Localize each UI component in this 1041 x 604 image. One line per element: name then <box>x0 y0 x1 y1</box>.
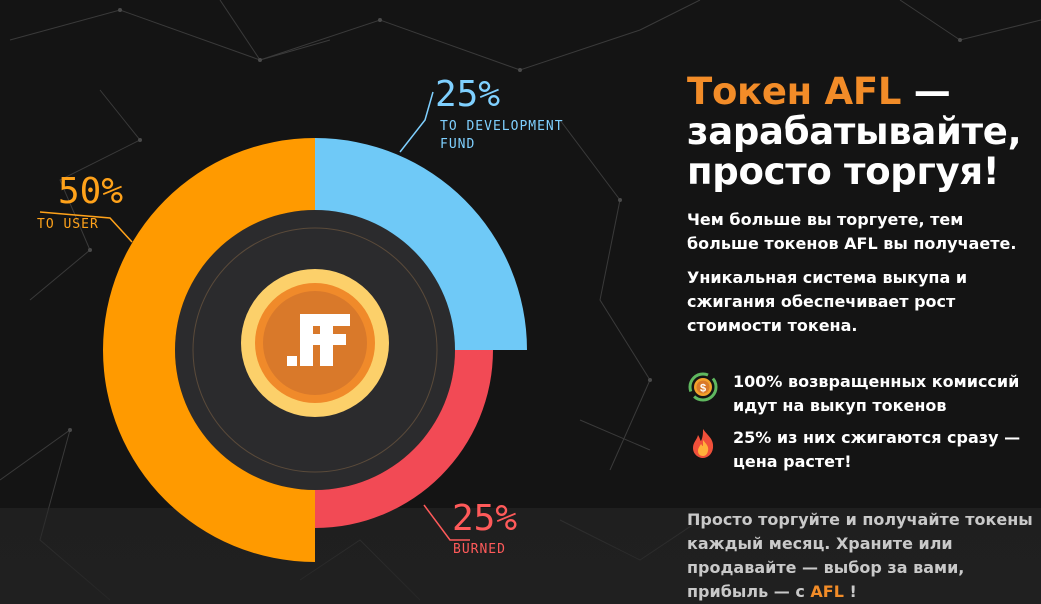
footer-accent: AFL <box>810 582 844 601</box>
user-percent: 50% <box>58 171 123 212</box>
footer-main: Просто торгуйте и получайте токены кажды… <box>687 510 1033 601</box>
feature-buyback-text: 100% возвращенных комиссий идут на выкуп… <box>733 372 1020 415</box>
chart-inner-ring-line <box>192 227 438 473</box>
title-line2: зарабатывайте, <box>687 110 1022 153</box>
dev-label-line2: FUND <box>440 137 475 152</box>
slice-burned <box>315 350 493 528</box>
token-distribution-chart: 25% TO DEVELOPMENT FUND 50% TO USER 25% … <box>37 74 564 562</box>
fire-icon <box>687 426 719 460</box>
slice-to-development-fund <box>315 138 527 350</box>
page-title: Токен AFL — зарабатывайте, просто торгуя… <box>687 72 1037 192</box>
feature-burn: 25% из них сжигаются сразу — цена растет… <box>687 426 1037 474</box>
bottom-band <box>0 508 1041 604</box>
burned-percent: 25% <box>452 498 517 539</box>
svg-text:$: $ <box>700 383 706 395</box>
title-line3: просто торгуя! <box>687 150 1000 193</box>
info-panel: Токен AFL — зарабатывайте, просто торгуя… <box>687 72 1037 602</box>
user-leader-line <box>39 211 133 243</box>
paragraph-2: Уникальная система выкупа и сжигания обе… <box>687 268 968 335</box>
coin-cycle-icon: $ <box>687 370 719 404</box>
dev-percent: 25% <box>435 74 500 115</box>
paragraph-1: Чем больше вы торгуете, тем больше токен… <box>687 210 1017 253</box>
dev-leader-line <box>399 91 434 153</box>
burned-leader-line <box>423 504 470 541</box>
feature-burn-text: 25% из них сжигаются сразу — цена растет… <box>733 428 1021 471</box>
dev-label-line1: TO DEVELOPMENT <box>440 119 564 134</box>
slice-to-user <box>103 138 315 562</box>
burned-label: BURNED <box>453 542 506 557</box>
footer-text: Просто торгуйте и получайте токены кажды… <box>687 508 1037 604</box>
feature-buyback: $ 100% возвращенных комиссий идут на вык… <box>687 370 1037 418</box>
title-accent: Токен AFL <box>687 70 902 113</box>
title-dash: — <box>901 70 951 113</box>
afl-logo-icon <box>241 269 389 417</box>
footer-end: ! <box>843 582 857 601</box>
user-label: TO USER <box>37 217 99 232</box>
